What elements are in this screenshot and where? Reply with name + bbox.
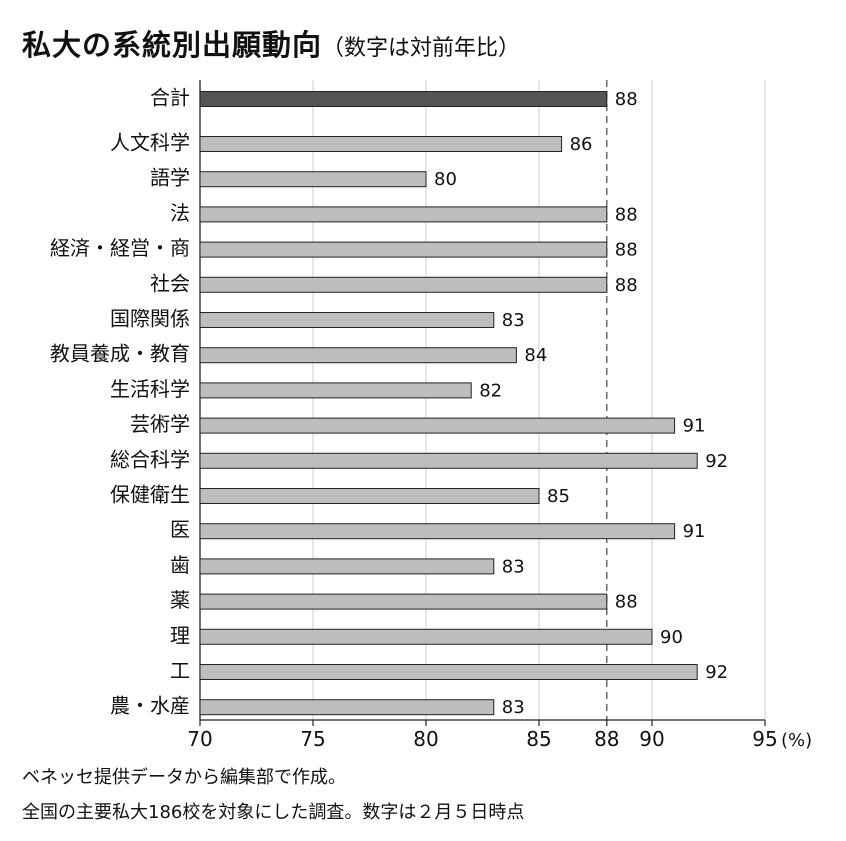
category-label: 生活科学 — [110, 377, 190, 401]
category-label: 農・水産 — [110, 694, 190, 718]
bar — [199, 417, 676, 434]
data-label: 85 — [547, 486, 570, 507]
data-label: 91 — [683, 521, 706, 542]
total-bar — [199, 91, 608, 107]
x-tick-label: 88 — [594, 727, 619, 751]
x-tick-label: 85 — [526, 727, 551, 751]
data-label: 84 — [524, 345, 547, 366]
category-label: 人文科学 — [110, 131, 190, 155]
bar — [199, 347, 517, 364]
bar — [199, 206, 608, 223]
data-label: 91 — [683, 416, 706, 437]
data-label: 83 — [502, 697, 525, 718]
data-label: 82 — [479, 380, 502, 401]
category-label: 合計 — [150, 86, 190, 110]
category-label: 社会 — [150, 271, 190, 295]
x-axis-unit-label: (%) — [781, 730, 812, 751]
data-label: 88 — [615, 204, 638, 225]
bar — [199, 558, 495, 575]
bar — [199, 628, 653, 645]
data-label: 90 — [660, 627, 683, 648]
category-label: 教員養成・教育 — [50, 342, 190, 366]
category-label: 国際関係 — [110, 307, 190, 331]
category-label: 語学 — [150, 166, 190, 190]
data-label: 88 — [615, 89, 638, 110]
bar — [199, 523, 676, 540]
x-tick-label: 95 — [752, 727, 777, 751]
bar — [199, 136, 563, 152]
category-label: 芸術学 — [130, 412, 190, 436]
category-label: 工 — [170, 659, 190, 683]
bar — [199, 593, 608, 610]
category-label: 経済・経営・商 — [50, 236, 190, 260]
category-label: 法 — [170, 201, 190, 225]
bar — [199, 241, 608, 258]
bar — [199, 312, 495, 328]
x-tick-label: 90 — [639, 727, 664, 751]
bar — [199, 452, 698, 469]
bar — [199, 699, 495, 716]
bar — [199, 171, 427, 188]
source-note: ベネッセ提供データから編集部で作成。 — [22, 767, 346, 788]
chart-subtitle: （数字は対前年比） — [322, 36, 521, 61]
data-label: 80 — [434, 169, 457, 190]
bar — [199, 488, 540, 504]
category-label: 医 — [170, 518, 190, 542]
survey-note: 全国の主要私大186校を対象にした調査。数字は２月５日時点 — [22, 802, 525, 823]
data-label: 88 — [615, 240, 638, 261]
data-label: 88 — [615, 592, 638, 613]
bar — [199, 276, 608, 293]
x-tick-label: 80 — [413, 727, 438, 751]
data-label: 92 — [705, 662, 728, 683]
category-label: 理 — [170, 623, 190, 647]
x-tick-label: 70 — [187, 727, 212, 751]
bar — [199, 664, 698, 680]
data-label: 83 — [502, 310, 525, 331]
data-label: 92 — [705, 451, 728, 472]
data-label: 86 — [570, 134, 593, 155]
x-tick-label: 75 — [300, 727, 325, 751]
chart-title: 私大の系統別出願動向 — [22, 28, 323, 62]
bar — [199, 382, 472, 399]
data-label: 83 — [502, 556, 525, 577]
category-label: 薬 — [170, 588, 190, 612]
category-label: 歯 — [170, 553, 190, 577]
data-label: 88 — [615, 275, 638, 296]
category-label: 保健衛生 — [110, 483, 190, 507]
category-label: 総合科学 — [110, 447, 190, 471]
chart-title-group: 私大の系統別出願動向（数字は対前年比） — [22, 22, 520, 64]
